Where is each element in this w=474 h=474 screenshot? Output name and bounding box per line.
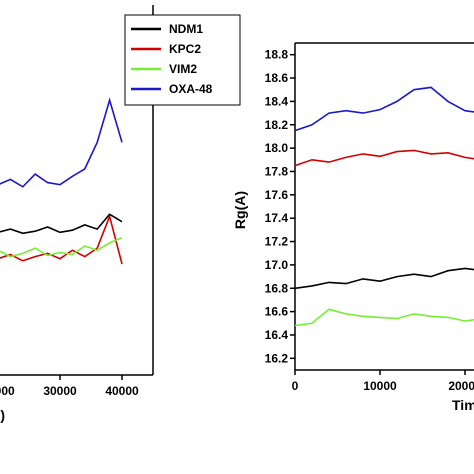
x-tick-label: 0 (292, 379, 299, 393)
y-tick-label: 17.0 (265, 258, 289, 272)
y-tick-label: 17.6 (265, 188, 289, 202)
series-line (0, 236, 123, 258)
series-line (0, 213, 123, 265)
y-tick-label: 18.2 (265, 118, 289, 132)
x-tick-label: 40000 (105, 384, 139, 398)
y-axis-label: Rg(A) (232, 191, 248, 229)
y-tick-label: 17.4 (265, 211, 289, 225)
plot-area (295, 86, 474, 327)
legend-label: NDM1 (169, 22, 203, 36)
x-tick-label: 30000 (43, 384, 77, 398)
y-tick-label: 16.4 (265, 328, 289, 342)
y-tick-label: 18.6 (265, 71, 289, 85)
series-line (295, 149, 474, 167)
x-axis-label: Time (ps) (452, 397, 474, 413)
y-tick-label: 18.8 (265, 48, 289, 62)
legend-label: VIM2 (169, 62, 197, 76)
x-axis-label: Time (ps) (0, 407, 5, 423)
y-tick-label: 18.4 (265, 94, 289, 108)
series-line (0, 97, 123, 188)
y-tick-label: 16.6 (265, 305, 289, 319)
series-line (295, 267, 474, 290)
series-line (295, 86, 474, 132)
y-tick-label: 17.8 (265, 164, 289, 178)
y-tick-label: 16.8 (265, 281, 289, 295)
x-tick-label: 20000 (448, 379, 474, 393)
y-tick-label: 17.2 (265, 235, 289, 249)
series-line (0, 213, 123, 235)
legend-label: KPC2 (169, 42, 201, 56)
y-tick-label: 18.0 (265, 141, 289, 155)
series-line (295, 308, 474, 327)
legend-label: OXA-48 (169, 82, 213, 96)
x-tick-label: 10000 (363, 379, 397, 393)
y-tick-label: 16.2 (265, 351, 289, 365)
plot-area (0, 97, 123, 265)
x-tick-label: 20000 (0, 384, 15, 398)
